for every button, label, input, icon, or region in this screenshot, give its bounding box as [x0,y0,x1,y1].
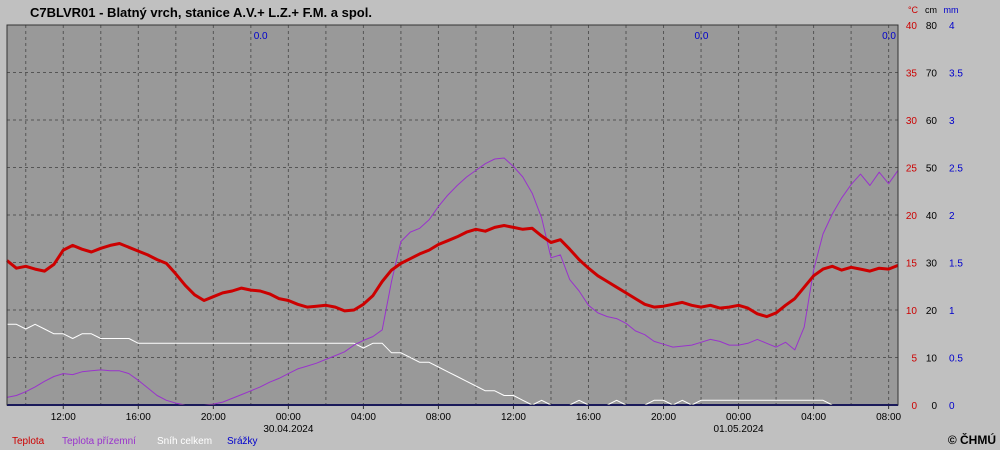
y-axis-c-tick-label: 15 [906,259,918,270]
legend-item: Teplota přízemní [62,436,136,447]
x-tick-label: 12:00 [51,412,76,423]
grid [7,25,898,405]
y-axis-mm-tick-label: 1.5 [949,259,963,270]
y-axis-mm-tick-label: 0.5 [949,354,963,365]
y-axis-c-tick-label: 25 [906,164,918,175]
x-tick-label: 20:00 [201,412,226,423]
legend-item: Teplota [12,436,45,447]
x-tick-label: 16:00 [576,412,601,423]
x-tick-label: 16:00 [126,412,151,423]
y-axis-cm-tick-label: 20 [926,306,938,317]
y-axis-c-tick-label: 40 [906,21,918,32]
y-axis-c-tick-label: 10 [906,306,918,317]
y-axis-mm-tick-label: 0 [949,401,955,412]
y-axis-c-tick-label: 5 [911,354,917,365]
precip-total-label: 0.0 [882,31,896,42]
y-axis-cm-tick-label: 10 [926,354,938,365]
x-date-label: 01.05.2024 [714,424,764,435]
x-tick-label: 00:00 [726,412,751,423]
y-axis-mm-tick-label: 2 [949,211,955,222]
y-axis-c-tick-label: 0 [911,401,917,412]
y-axis-c-tick-label: 20 [906,211,918,222]
precip-total-label: 0.0 [254,31,268,42]
y-axis-cm-tick-label: 60 [926,116,938,127]
legend-item: Sníh celkem [157,436,212,447]
plot-border [6,24,899,406]
x-tick-label: 04:00 [801,412,826,423]
precip-total-label: 0.0 [695,31,709,42]
y-axis-cm-tick-label: 50 [926,164,938,175]
y-axis-c-tick-label: 30 [906,116,918,127]
y-axis-mm-tick-label: 1 [949,306,955,317]
copyright-label: © ČHMÚ [948,432,996,447]
series-line-snih-celkem [7,323,898,406]
y-axis-mm-tick-label: 3.5 [949,69,963,80]
legend: Teplota Teplota přízemní Sníh celkem Srážky [12,436,258,447]
precip-totals: 0.0 0.0 0.0 [254,31,897,42]
y-axis-mm-unit: mm [944,5,959,15]
y-axis-cm-tick-label: 0 [931,401,937,412]
y-axis-mm-tick-label: 2.5 [949,164,963,175]
y-axis-mm-tick-label: 3 [949,116,955,127]
y-axis-mm-tick-label: 4 [949,21,955,32]
x-tick-label: 04:00 [351,412,376,423]
y-axis-cm-unit: cm [925,5,937,15]
series-line-teplota [6,224,899,319]
y-axis-c-tick-label: 35 [906,69,918,80]
x-date-label: 30.04.2024 [263,424,313,435]
y-axis-c-unit: °C [908,5,919,15]
x-tick-label: 00:00 [276,412,301,423]
x-tick-label: 08:00 [876,412,901,423]
series-line-teplota-prizemni [6,157,899,406]
y-axis-cm-tick-label: 80 [926,21,938,32]
x-tick-label: 12:00 [501,412,526,423]
x-tick-label: 08:00 [426,412,451,423]
x-tick-label: 20:00 [651,412,676,423]
y-axis-cm-tick-label: 40 [926,211,938,222]
legend-item: Srážky [227,436,258,447]
y-axis-cm-tick-label: 30 [926,259,938,270]
y-axis-cm-tick-label: 70 [926,69,938,80]
chart-title: C7BLVR01 - Blatný vrch, stanice A.V.+ L.… [30,5,372,20]
